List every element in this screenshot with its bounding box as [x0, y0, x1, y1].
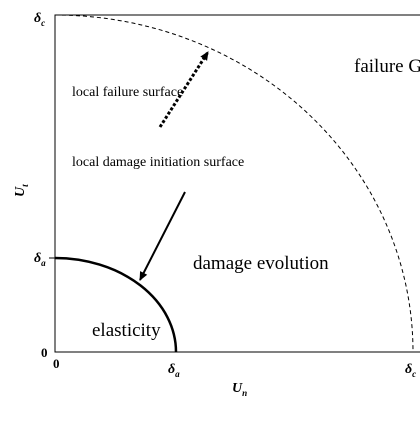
- y-tick-label: δc: [34, 11, 45, 28]
- x-tick-label-sub: c: [412, 369, 416, 379]
- initiation-arrow: [139, 191, 186, 281]
- y-tick-label-sub: c: [41, 18, 45, 28]
- y-tick-label: δa: [34, 251, 46, 268]
- region-label: elasticity: [92, 320, 161, 341]
- y-tick-label-sub: a: [41, 258, 46, 268]
- x-tick-label: δc: [405, 362, 416, 379]
- y-tick-label-main: δ: [34, 251, 41, 266]
- plot-frame: [54, 14, 420, 353]
- x-tick-label: δa: [168, 362, 180, 379]
- x-axis-label-sub: n: [242, 388, 247, 398]
- x-tick-label-main: δ: [405, 362, 412, 377]
- x-tick-label-main: 0: [53, 356, 60, 371]
- y-axis-label: Ut: [13, 184, 30, 197]
- x-axis-label-main: U: [232, 381, 243, 396]
- annotation: local failure surface: [72, 85, 183, 100]
- annotation: local damage initiation surface: [72, 155, 244, 170]
- y-tick-label: 0: [41, 345, 48, 360]
- y-tick-label-main: δ: [34, 11, 41, 26]
- y-axis-label-sub: t: [20, 184, 30, 187]
- y-tick-label-main: 0: [41, 345, 48, 360]
- x-tick-label-sub: a: [175, 369, 180, 379]
- region-label: damage evolution: [193, 253, 329, 274]
- x-tick-label: 0: [53, 356, 60, 371]
- region-label: failure Gc: [354, 56, 420, 81]
- x-tick-label-main: δ: [168, 362, 175, 377]
- x-axis-label: Un: [232, 381, 247, 398]
- region-label-main: failure G: [354, 56, 420, 77]
- y-axis-label-main: U: [13, 186, 28, 197]
- initiation-surface: [54, 256, 178, 353]
